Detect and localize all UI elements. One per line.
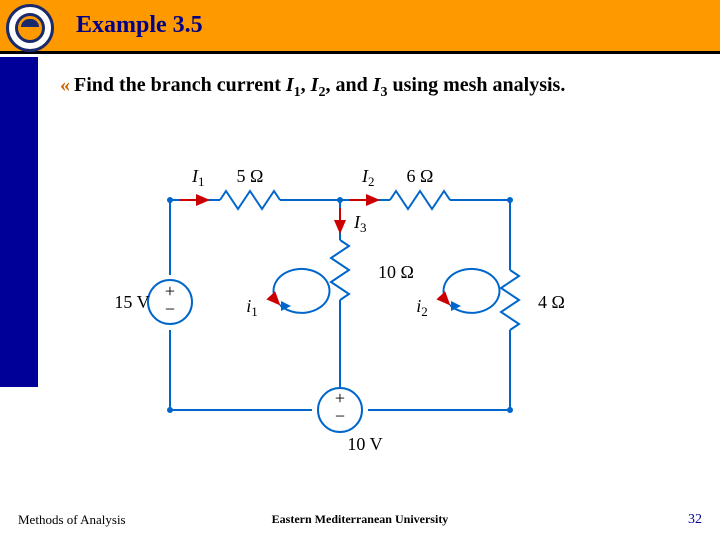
bullet-icon: « [60,74,70,96]
r2-label: 6 Ω [407,166,434,186]
branch-I3-label: I3 [353,212,367,235]
r1-label: 5 Ω [237,166,264,186]
mesh-i2-label: i2 [416,296,428,319]
prompt-pre: Find the branch current [74,74,286,96]
var-I1: I [286,74,294,96]
sep2: , and [325,74,372,96]
source-15v-label: 15 V [114,292,149,312]
branch-I1-label: I1 [191,166,205,189]
sep1: , [301,74,311,96]
var-I1-sub: 1 [294,85,301,100]
left-accent-bar [0,57,38,387]
branch-I2-label: I2 [361,166,375,189]
slide-title: Example 3.5 [76,12,203,39]
footer-left: Methods of Analysis [18,512,126,528]
var-I3-sub: 3 [381,85,388,100]
content-area: «Find the branch current I1, I2, and I3 … [60,72,700,103]
r4-label: 4 Ω [538,292,565,312]
footer-center: Eastern Mediterranean University [272,512,449,527]
logo-inner [15,13,45,43]
problem-statement: «Find the branch current I1, I2, and I3 … [60,72,700,103]
university-logo [6,4,54,52]
var-I3: I [373,74,381,96]
mesh-i1-label: i1 [246,296,258,319]
r3-label: 10 Ω [378,262,414,282]
svg-text:−: − [335,406,345,426]
svg-text:+: + [335,388,345,408]
source-10v-label: 10 V [347,434,382,454]
svg-text:+: + [165,281,175,301]
footer: Methods of Analysis Eastern Mediterranea… [0,512,720,532]
circuit-diagram: + − 15 V + − 10 V 5 Ω 6 Ω 10 Ω 4 Ω I1 I2… [110,160,580,460]
svg-text:−: − [165,299,175,319]
prompt-post: using mesh analysis. [388,74,566,96]
footer-page-number: 32 [688,512,702,528]
